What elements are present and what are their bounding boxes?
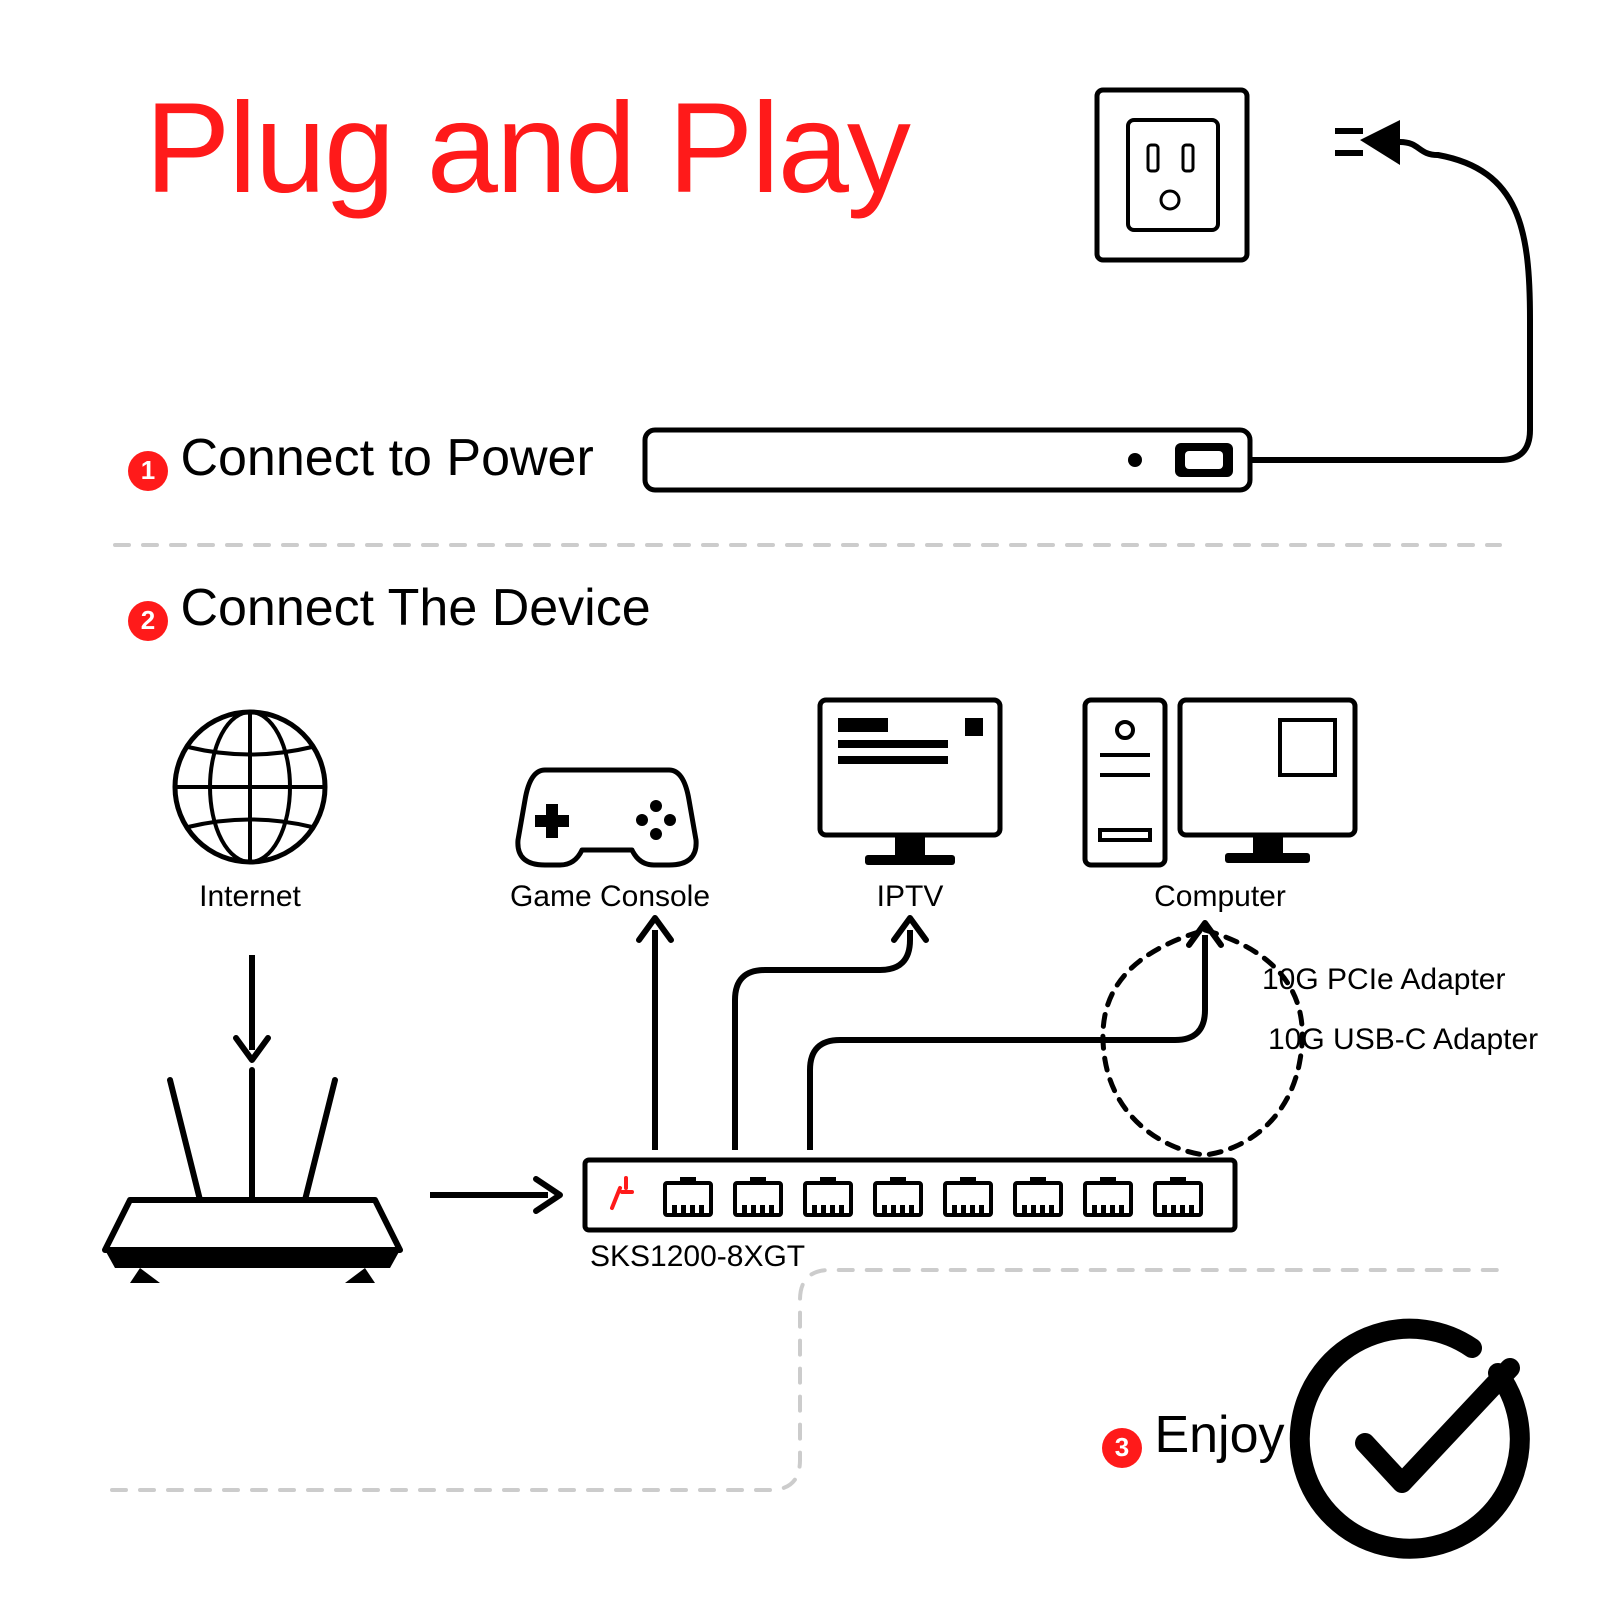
switch-port — [805, 1183, 851, 1215]
step-3-label: Enjoy — [1154, 1406, 1284, 1464]
step-3-bullet: 3 — [1102, 1428, 1142, 1468]
label-pcie-adapter: 10G PCIe Adapter — [1262, 963, 1506, 997]
switch-port — [1155, 1183, 1201, 1215]
caption-iptv: IPTV — [850, 880, 970, 914]
arrow-switch-to-iptv — [735, 918, 926, 1150]
switch-port — [1085, 1183, 1131, 1215]
switch-port — [735, 1183, 781, 1215]
switch-port — [875, 1183, 921, 1215]
arrow-switch-to-computer — [810, 923, 1221, 1150]
caption-computer: Computer — [1140, 880, 1300, 914]
power-plug-icon — [1335, 120, 1438, 165]
wall-outlet-icon — [1097, 90, 1247, 260]
label-usbc-adapter: 10G USB-C Adapter — [1268, 1023, 1538, 1057]
arrow-internet-to-router — [236, 955, 268, 1060]
globe-icon — [175, 712, 325, 862]
switch-port — [945, 1183, 991, 1215]
power-strip-icon — [645, 430, 1250, 490]
switch-ports — [665, 1177, 1201, 1215]
step-1: 1 Connect to Power — [128, 428, 594, 491]
switch-port — [1015, 1183, 1061, 1215]
game-console-icon — [518, 770, 696, 865]
power-cable — [1250, 155, 1530, 460]
label-model: SKS1200-8XGT — [590, 1240, 805, 1274]
caption-internet: Internet — [180, 880, 320, 914]
divider-2 — [112, 1270, 1500, 1490]
step-1-bullet: 1 — [128, 451, 168, 491]
step-3: 3 Enjoy — [1102, 1405, 1285, 1468]
arrow-switch-to-console — [639, 918, 671, 1150]
step-2: 2 Connect The Device — [128, 578, 651, 641]
page-title: Plug and Play — [145, 75, 909, 222]
step-2-bullet: 2 — [128, 601, 168, 641]
diagram-layer — [0, 0, 1601, 1601]
step-2-label: Connect The Device — [180, 579, 650, 637]
arrow-router-to-switch — [430, 1179, 560, 1211]
step-1-label: Connect to Power — [180, 429, 593, 487]
checkmark-badge-icon — [1300, 1329, 1520, 1549]
computer-icon — [1085, 700, 1355, 865]
iptv-icon — [820, 700, 1000, 865]
caption-console: Game Console — [500, 880, 720, 914]
router-icon — [105, 1070, 400, 1283]
switch-port — [665, 1183, 711, 1215]
network-switch-icon — [585, 1160, 1235, 1230]
